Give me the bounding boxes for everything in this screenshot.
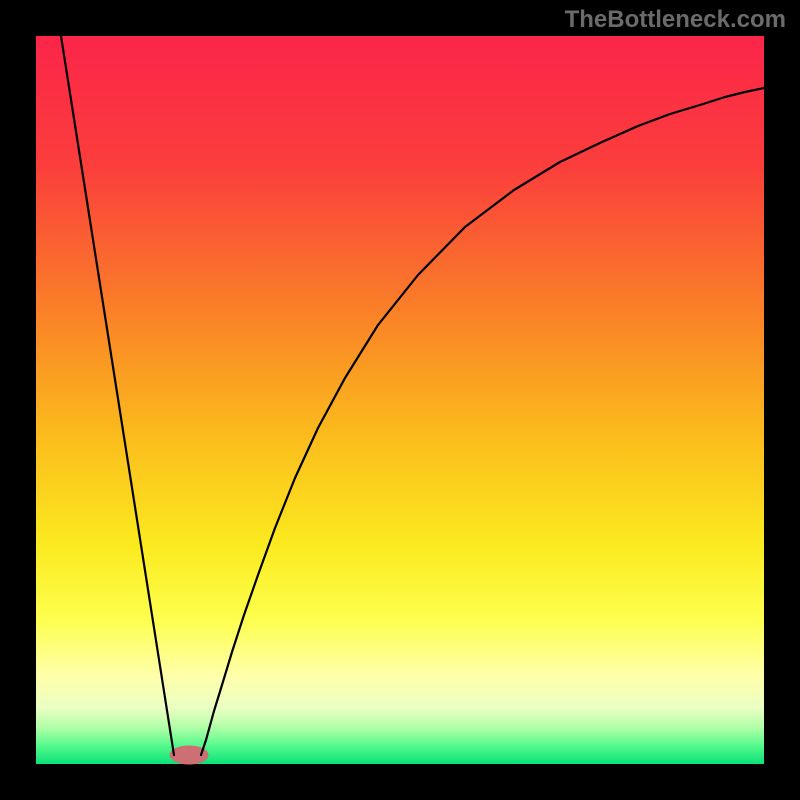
watermark: TheBottleneck.com — [565, 6, 786, 34]
chart-container: TheBottleneck.com — [0, 0, 800, 800]
chart-svg — [0, 0, 800, 800]
